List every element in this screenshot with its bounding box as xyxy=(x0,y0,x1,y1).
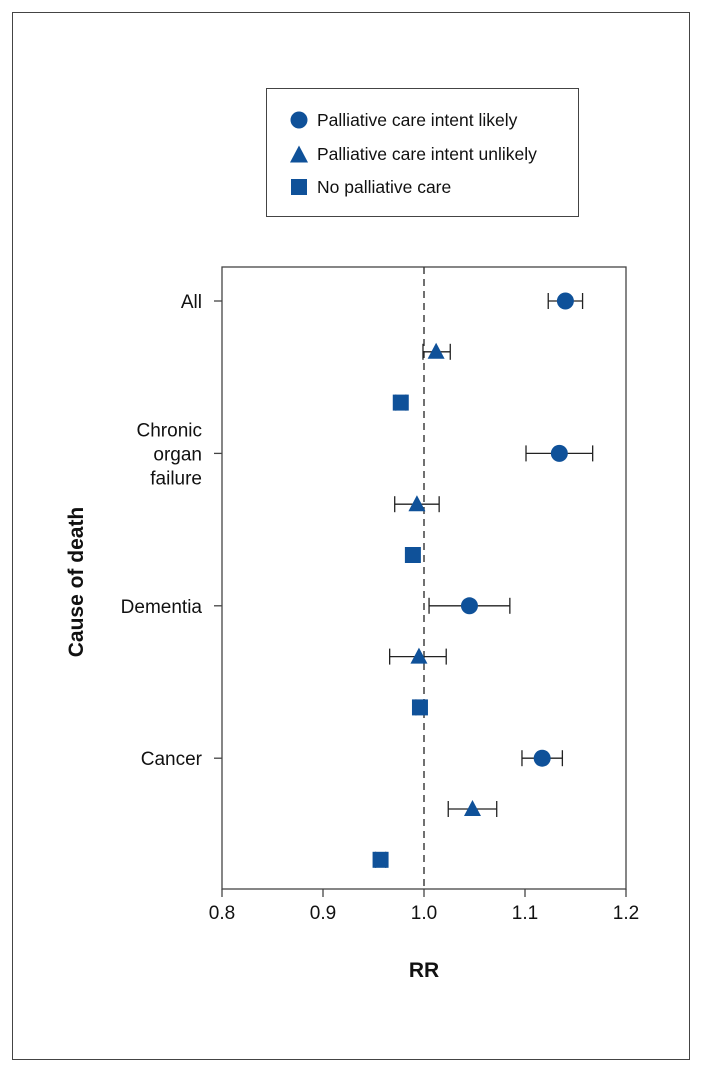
y-category-label: All xyxy=(181,292,202,313)
forest-point xyxy=(411,699,428,716)
forest-point xyxy=(422,342,451,360)
circle-marker xyxy=(533,749,551,767)
figure-frame xyxy=(12,12,690,1060)
x-tick-label: 0.9 xyxy=(310,903,336,924)
y-category-label: Dementia xyxy=(121,597,203,618)
triangle-marker xyxy=(463,800,481,816)
circle-marker xyxy=(556,292,574,310)
circle-marker-icon xyxy=(290,111,308,129)
legend-label-likely: Palliative care intent likely xyxy=(317,109,518,130)
square-marker xyxy=(411,699,428,716)
triangle-marker xyxy=(408,495,426,512)
forest-point xyxy=(372,851,389,868)
forest-point xyxy=(525,444,594,462)
y-axis: All Chronic organ failure Dementia Cancer xyxy=(121,292,222,770)
x-axis: 0.8 0.9 1.0 1.1 1.2 xyxy=(209,889,639,924)
forest-point xyxy=(392,394,409,411)
legend-item-no-pc: No palliative care xyxy=(289,174,451,200)
y-axis-title: Cause of death xyxy=(65,507,88,658)
x-tick-label: 1.1 xyxy=(512,903,538,924)
x-tick-label: 0.8 xyxy=(209,903,235,924)
x-tick-label: 1.0 xyxy=(411,903,437,924)
forest-point xyxy=(547,292,584,310)
forest-point xyxy=(389,647,447,665)
circle-marker xyxy=(460,597,478,615)
legend-label-unlikely: Palliative care intent unlikely xyxy=(317,143,537,164)
y-category-label: Chronic organ failure xyxy=(137,420,202,489)
legend: Palliative care intent likely Palliative… xyxy=(266,88,579,217)
data-marks xyxy=(372,292,594,868)
forest-point xyxy=(447,800,498,817)
triangle-marker xyxy=(427,342,445,359)
y-category-label: Cancer xyxy=(141,749,203,770)
legend-item-likely: Palliative care intent likely xyxy=(289,107,517,133)
square-marker-icon xyxy=(291,179,307,195)
x-axis-title: RR xyxy=(409,959,439,982)
forest-point xyxy=(394,495,440,513)
square-marker xyxy=(372,851,389,868)
triangle-marker xyxy=(410,647,428,664)
forest-point xyxy=(404,547,421,563)
circle-marker xyxy=(550,444,568,462)
legend-item-unlikely: Palliative care intent unlikely xyxy=(289,141,537,167)
forest-point xyxy=(521,749,564,767)
x-tick-label: 1.2 xyxy=(613,903,639,924)
legend-label-no-pc: No palliative care xyxy=(317,176,452,197)
square-marker xyxy=(404,547,421,563)
triangle-marker-icon xyxy=(290,145,308,163)
square-marker xyxy=(392,394,409,411)
forest-point xyxy=(428,597,511,615)
